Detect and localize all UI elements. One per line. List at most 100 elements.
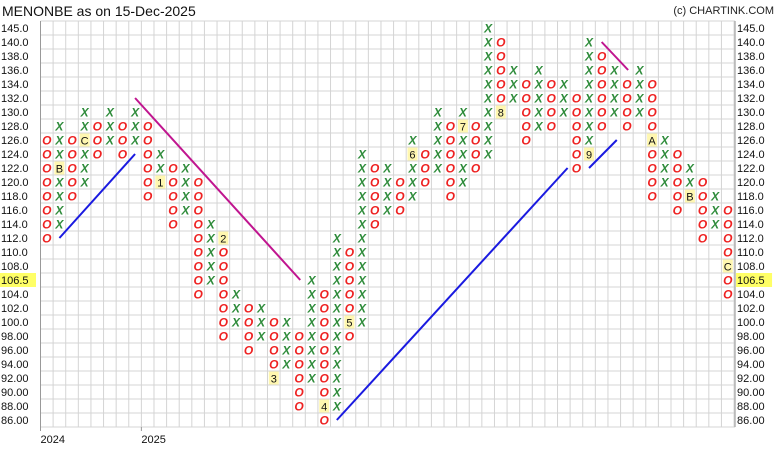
o-box: O [647,162,657,176]
x-box: X [54,204,64,218]
o-box: O [219,288,229,302]
x-box: X [54,148,64,162]
y-tick-label-left: 124.0 [1,149,29,161]
o-box: O [93,120,103,134]
o-box: O [471,120,481,134]
x-box: X [433,120,443,134]
x-box: X [332,260,342,274]
y-tick-label-left: 90.00 [1,387,29,399]
x-box: X [559,78,569,92]
x-box: X [584,50,594,64]
x-box: X [483,92,493,106]
o-box: O [143,148,153,162]
x-box: X [80,120,90,134]
o-box: O [67,190,77,204]
x-box: X [407,176,417,190]
x-box: X [685,176,695,190]
o-box: O [521,120,531,134]
x-box: X [281,316,291,330]
x-box: X [332,400,342,414]
x-box: X [534,120,544,134]
y-tick-label-right: 88.00 [737,401,765,413]
x-box: X [307,316,317,330]
o-box: O [118,134,128,148]
month-marker: 2 [220,234,226,246]
o-box: O [446,134,456,148]
x-box: X [584,92,594,106]
month-marker-bg [407,147,418,161]
y-tick-label-left: 120.0 [1,177,29,189]
x-box: X [231,302,241,316]
o-box: O [193,190,203,204]
y-tick-label-left: 104.0 [1,289,29,301]
x-box: X [54,120,64,134]
o-box: O [698,204,708,218]
y-tick-label-left: 110.0 [1,247,28,259]
x-box: X [357,190,367,204]
o-box: O [673,162,683,176]
o-box: O [446,162,456,176]
resistance-trend-line [134,97,302,281]
o-box: O [269,358,279,372]
y-tick-label-right: 116.0 [737,205,764,217]
month-marker: 8 [498,108,504,120]
o-box: O [67,134,77,148]
o-box: O [42,232,52,246]
o-box: O [320,386,330,400]
y-tick-label-left: 96.00 [1,345,29,357]
chart-title: MENONBE as on 15-Dec-2025 [2,3,196,19]
o-box: O [320,288,330,302]
y-tick-label-left: 114.0 [1,219,28,231]
month-marker: B [56,164,63,176]
y-tick-label-right: 130.0 [737,107,765,119]
o-box: O [193,176,203,190]
x-box: X [307,372,317,386]
o-box: O [471,134,481,148]
x-box: X [105,106,115,120]
x-box: X [660,176,670,190]
o-box: O [193,204,203,218]
o-box: O [572,120,582,134]
month-marker-bg [218,231,229,245]
pnf-column-38: XXX [508,64,518,106]
month-marker: 1 [157,178,163,190]
o-box: O [622,120,632,134]
x-box: X [206,218,216,232]
x-box: X [584,36,594,50]
y-tick-label-left: 138.0 [1,51,29,63]
o-box: O [67,162,77,176]
o-box: O [294,386,304,400]
y-tick-label-left: 106.5 [1,275,29,287]
x-box: X [357,218,367,232]
x-box: X [458,148,468,162]
o-box: O [496,36,506,50]
o-box: O [320,358,330,372]
o-box: O [143,120,153,134]
x-box: X [559,106,569,120]
x-box: X [584,120,594,134]
month-marker: C [81,136,89,148]
y-tick-label-right: 110.0 [737,247,764,259]
x-box: X [483,78,493,92]
x-box: X [105,120,115,134]
x-box: X [80,106,90,120]
x-box: X [433,148,443,162]
month-marker: C [724,262,732,274]
month-marker: 7 [460,122,466,134]
o-box: O [118,120,128,134]
y-tick-label-left: 102.0 [1,303,29,315]
x-box: X [483,64,493,78]
